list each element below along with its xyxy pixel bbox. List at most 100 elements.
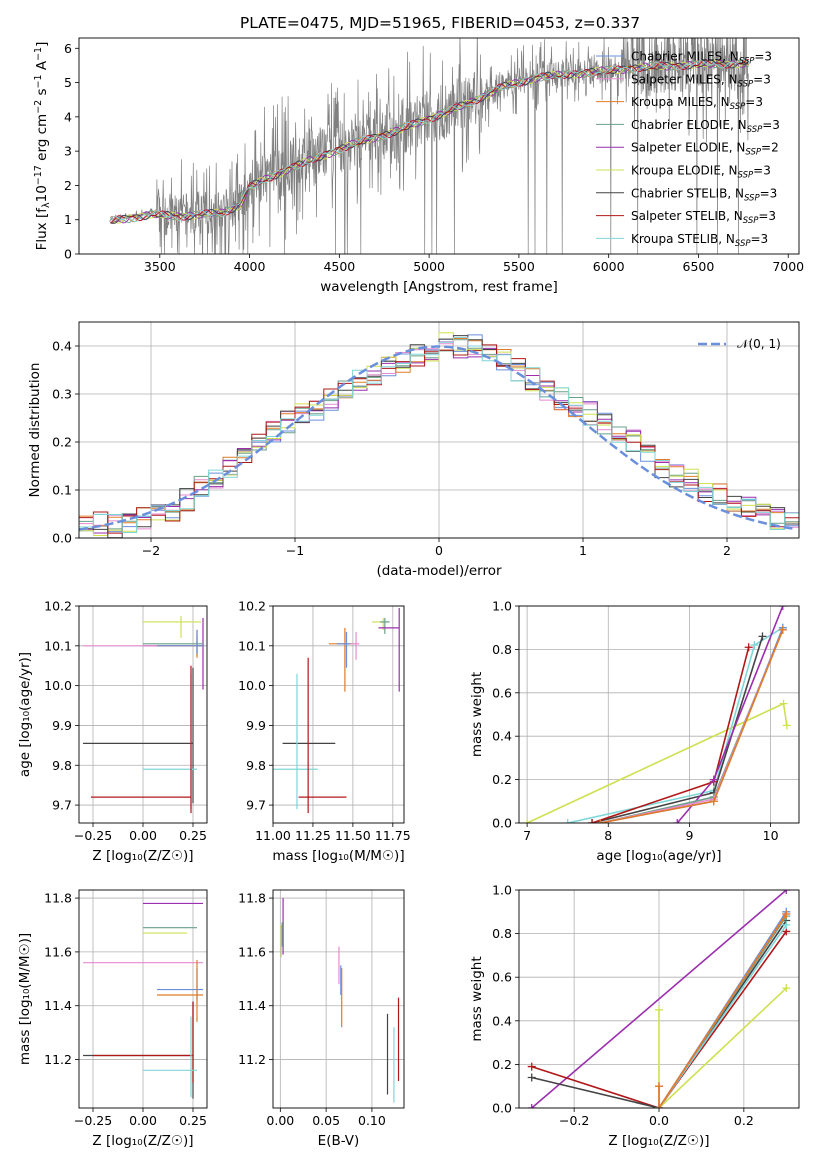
panel-mass_weight_vs_Z: −0.2 0.0 0.2 0.0 0.2 0.4 0.6 0.8 1.0 Z [log₁₀(Z/Z… bbox=[469, 883, 800, 1149]
legend-tail: =3 bbox=[754, 50, 772, 64]
x-tick-label: 0.2 bbox=[734, 1113, 754, 1128]
y-tick-label: 0.4 bbox=[52, 339, 72, 354]
x-axis-label: mass [log₁₀(M/M☉)] bbox=[272, 848, 404, 864]
x-tick-label: −2 bbox=[142, 543, 160, 558]
model-kroupa_elodie bbox=[110, 59, 749, 224]
x-tick-label: 6500 bbox=[683, 259, 715, 274]
y-axis-label: age [log₁₀(age/yr)] bbox=[17, 652, 33, 777]
plot-residuals bbox=[79, 332, 799, 538]
marker-kroupa_stelib bbox=[782, 920, 791, 929]
line-salpeter_stelib bbox=[591, 646, 750, 823]
legend-subscript: SSP bbox=[745, 148, 761, 158]
marker-kroupa_elodie bbox=[779, 699, 788, 708]
marker-kroupa_stelib bbox=[750, 641, 759, 650]
y-tick-label: 1 bbox=[64, 212, 72, 227]
legend-subscript: SSP bbox=[730, 102, 746, 112]
panel-spectrum: 3500 4000 4500 5000 5500 6000 6500 7000 0 1 2 3 4 5 6 w… bbox=[33, 37, 804, 295]
errorbar-salpeter_elodie bbox=[378, 607, 400, 692]
panel-age_vs_mass: 11.00 11.25 11.50 11.75 9.7 9.8 9.9 10.0 10.1 10.… bbox=[238, 599, 411, 865]
legend-tail: =3 bbox=[751, 232, 769, 246]
legend-tail: =3 bbox=[758, 209, 776, 223]
axes-frame bbox=[78, 321, 800, 539]
x-tick-label: 11.25 bbox=[295, 828, 331, 843]
x-tick-label: 5500 bbox=[503, 259, 535, 274]
marker-kroupa_miles bbox=[709, 797, 718, 806]
x-tick-label: 0 bbox=[435, 543, 443, 558]
frame-mass_vs_Z: −0.25 0.00 0.25 11.2 11.4 11.6 11.8 Z [log₁₀(Z/… bbox=[17, 889, 208, 1149]
frame-mass_weight_vs_Z: −0.2 0.0 0.2 0.0 0.2 0.4 0.6 0.8 1.0 Z [log₁₀(Z/Z… bbox=[469, 883, 800, 1149]
x-tick-label: 1 bbox=[579, 543, 587, 558]
axes-frame bbox=[78, 37, 800, 255]
marker-salpeter_elodie bbox=[782, 890, 791, 894]
y-tick-label: 0.4 bbox=[492, 1013, 512, 1028]
series-chabrier_miles bbox=[596, 623, 787, 823]
legend-text: Chabrier STELIB, N bbox=[631, 186, 744, 200]
y-axis-label-part: s bbox=[34, 88, 50, 99]
y-tick-label: 0.1 bbox=[52, 483, 72, 498]
axes-frame bbox=[518, 889, 800, 1109]
errorbar-kroupa_elodie bbox=[143, 615, 201, 638]
line-salpeter_elodie bbox=[676, 606, 784, 823]
x-tick-label: −1 bbox=[286, 543, 304, 558]
x-tick-label: −0.2 bbox=[559, 1113, 589, 1128]
axes-frame bbox=[272, 605, 405, 824]
line-kroupa_elodie bbox=[658, 987, 787, 1108]
y-axis-label-part: −17 bbox=[33, 165, 44, 185]
errorbar-kroupa_miles bbox=[328, 627, 353, 692]
x-tick-label: 7000 bbox=[772, 259, 804, 274]
grid-age_vs_mass bbox=[272, 605, 404, 823]
y-axis-label: Normed distribution bbox=[27, 363, 43, 498]
axes-frame bbox=[272, 889, 405, 1109]
y-tick-label: 5 bbox=[64, 75, 72, 90]
data-spectrum bbox=[109, 38, 750, 254]
x-tick-label: 6000 bbox=[593, 259, 625, 274]
series-kroupa_miles bbox=[596, 625, 787, 823]
legend-subscript: SSP bbox=[747, 125, 763, 135]
line-kroupa_elodie bbox=[526, 702, 788, 823]
series-kroupa_elodie bbox=[523, 699, 791, 823]
y-tick-label: 0.2 bbox=[492, 772, 512, 787]
y-tick-label: 0.8 bbox=[492, 642, 512, 657]
x-tick-label: 11.00 bbox=[255, 828, 291, 843]
legend-label: Chabrier ELODIE, NSSP=3 bbox=[631, 118, 780, 135]
legend-label: Salpeter STELIB, NSSP=3 bbox=[631, 209, 776, 226]
legend-label: Chabrier STELIB, NSSP=3 bbox=[631, 186, 777, 203]
errorbar-kroupa_miles bbox=[157, 959, 203, 1022]
marker-kroupa_elodie bbox=[523, 819, 532, 823]
legend-text: Kroupa ELODIE, N bbox=[631, 164, 738, 178]
errorbar-salpeter_stelib bbox=[93, 1001, 194, 1083]
legend-tail: =3 bbox=[745, 95, 763, 109]
panel-mass_vs_ebv: 0.00 0.05 0.10 11.2 11.4 11.6 11.8 E(B-V) bbox=[238, 889, 405, 1149]
x-axis-label: E(B-V) bbox=[318, 1133, 360, 1149]
y-tick-label: 11.2 bbox=[44, 1052, 72, 1067]
y-axis-label: mass weight bbox=[469, 956, 485, 1041]
x-tick-label: −0.25 bbox=[74, 1113, 112, 1128]
y-tick-label: 9.8 bbox=[246, 758, 266, 773]
y-tick-label: 0.6 bbox=[492, 970, 512, 985]
legend-tail: =3 bbox=[762, 118, 780, 132]
y-tick-label: 10.2 bbox=[44, 599, 72, 614]
legend-text: Chabrier MILES, N bbox=[631, 50, 739, 64]
axes-frame bbox=[78, 889, 208, 1109]
legend-subscript: SSP bbox=[739, 57, 755, 67]
y-tick-label: 10.2 bbox=[238, 599, 266, 614]
frame-age_vs_Z: −0.25 0.00 0.25 9.7 9.8 9.9 10.0 10.1 10.2 Z [log… bbox=[17, 599, 208, 864]
marker-kroupa_miles bbox=[655, 1104, 663, 1108]
y-axis-label: mass [log₁₀(M/M☉)] bbox=[17, 933, 33, 1065]
legend-text: Salpeter STELIB, N bbox=[631, 209, 743, 223]
series-kroupa_miles bbox=[655, 909, 791, 1108]
marker-salpeter_elodie bbox=[673, 819, 682, 823]
grid-mass_weight_vs_age bbox=[519, 605, 799, 824]
x-tick-label: 0.00 bbox=[266, 1113, 294, 1128]
x-axis-label: age [log₁₀(age/yr)] bbox=[596, 848, 721, 864]
y-tick-label: 9.9 bbox=[52, 718, 72, 733]
errorbar-kroupa_stelib bbox=[143, 1016, 197, 1098]
marker-salpeter_stelib bbox=[588, 819, 597, 823]
grid-mass_vs_Z bbox=[79, 890, 207, 1108]
series-kroupa_stelib bbox=[563, 623, 787, 823]
y-tick-label: 4 bbox=[64, 109, 72, 124]
y-axis-label-part: A bbox=[34, 60, 50, 74]
legend-label: Kroupa STELIB, NSSP=3 bbox=[631, 232, 768, 249]
y-tick-label: 11.6 bbox=[238, 944, 266, 959]
panel-mass_weight_vs_age: 7 8 9 10 0.0 0.2 0.4 0.6 0.8 1.0 age [log₁₀(age/yr… bbox=[469, 599, 800, 864]
